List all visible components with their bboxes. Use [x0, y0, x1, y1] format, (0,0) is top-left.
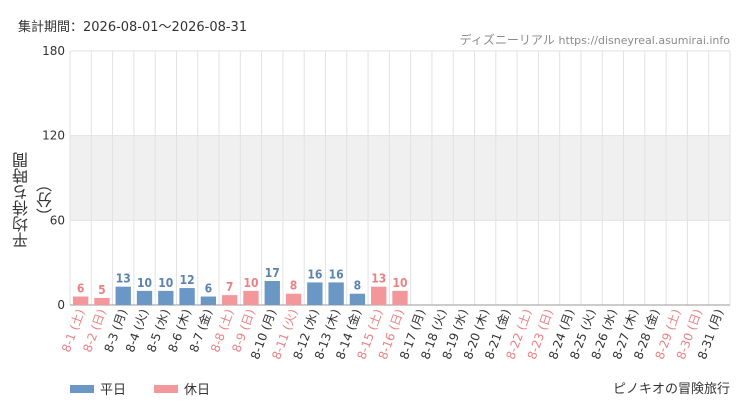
period-label: 集計期間：2026-08-01～2026-08-31 [18, 20, 248, 35]
bar-value-label: 16 [307, 267, 322, 281]
bar-value-label: 16 [329, 267, 344, 281]
y-tick-label: 120 [42, 129, 65, 143]
bar-value-label: 12 [180, 273, 195, 287]
bar-value-label: 10 [243, 276, 258, 290]
bar-value-label: 8 [354, 279, 362, 293]
bar [94, 297, 110, 305]
bar [158, 290, 174, 305]
bar-value-label: 17 [265, 266, 280, 280]
y-tick-label: 60 [50, 213, 65, 227]
bar [243, 290, 259, 305]
bar-value-label: 8 [290, 279, 298, 293]
bar [222, 295, 238, 305]
bar-value-label: 6 [77, 282, 85, 296]
bar [136, 290, 153, 305]
attraction-name: ピノキオの冒険旅行 [612, 382, 730, 397]
bar [115, 286, 131, 305]
bar-value-label: 5 [98, 283, 106, 297]
site-name: ディズニーリアル [459, 33, 555, 47]
bar [328, 282, 344, 305]
bar [371, 286, 387, 305]
legend-swatch-holiday [154, 384, 179, 393]
bar [72, 296, 89, 305]
legend-label-weekday: 平日 [100, 383, 127, 398]
bar [285, 293, 302, 305]
bar [307, 282, 323, 305]
grid-band [70, 135, 730, 221]
bar-value-label: 10 [392, 276, 407, 290]
bar-value-label: 7 [226, 280, 234, 294]
bar [349, 293, 366, 305]
bar [392, 290, 408, 305]
bar-value-label: 10 [158, 276, 173, 290]
y-tick-label: 180 [42, 44, 65, 58]
site-credit: ディズニーリアル https://disneyreal.asumirai.inf… [460, 31, 730, 48]
legend-label-holiday: 休日 [184, 383, 211, 398]
bar [264, 281, 280, 305]
legend-item-holiday: 休日 [154, 379, 210, 398]
legend-item-weekday: 平日 [70, 379, 126, 398]
legend-swatch-weekday [70, 384, 94, 393]
y-tick-label: 0 [57, 298, 65, 312]
bar-value-label: 10 [137, 276, 152, 290]
bar [179, 288, 195, 305]
bar-value-label: 6 [205, 282, 213, 296]
legend: 平日 休日 [70, 379, 230, 398]
bar-value-label: 13 [371, 272, 386, 286]
site-url[interactable]: https://disneyreal.asumirai.info [558, 34, 730, 47]
bar [200, 296, 217, 305]
bar-value-label: 13 [116, 272, 131, 286]
